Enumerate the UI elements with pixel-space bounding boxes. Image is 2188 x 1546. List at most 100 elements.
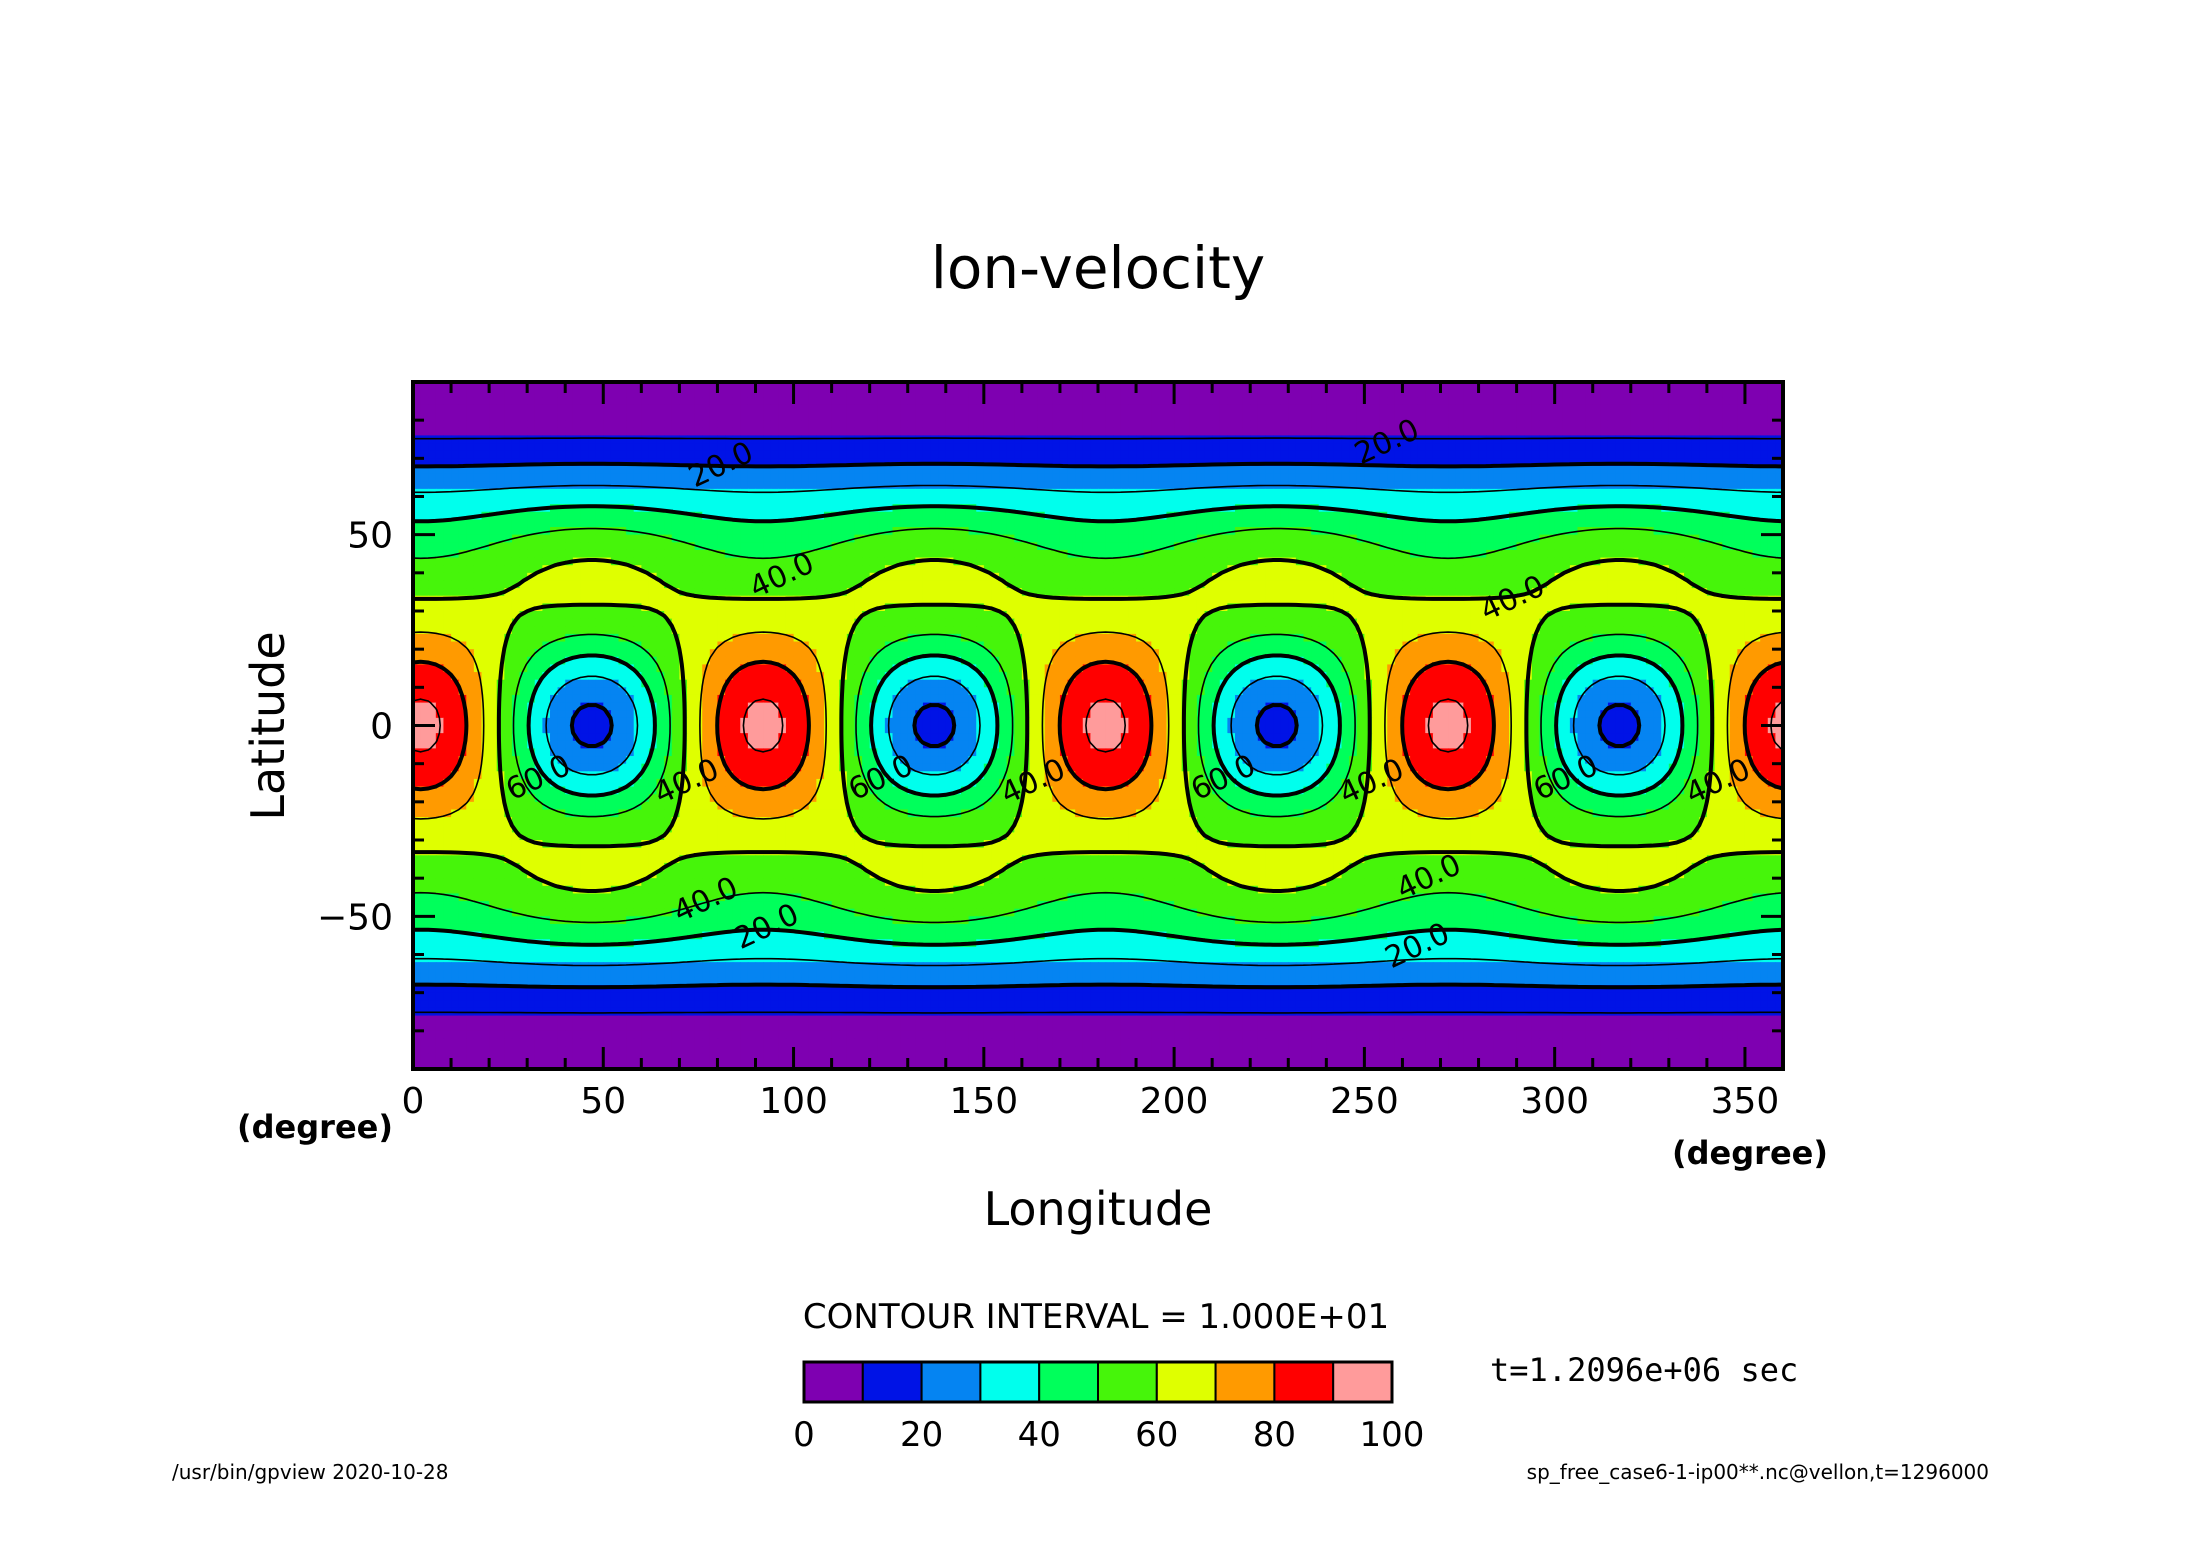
heatmap-cell bbox=[1372, 420, 1381, 429]
heatmap-cell bbox=[1295, 473, 1305, 482]
heatmap-cell bbox=[1615, 404, 1624, 414]
heatmap-cell bbox=[511, 473, 521, 482]
heatmap-cell bbox=[1067, 496, 1076, 505]
heatmap-cell bbox=[1455, 420, 1464, 429]
heatmap-cell bbox=[1037, 465, 1046, 475]
heatmap-cell bbox=[1174, 473, 1183, 482]
heatmap-cell bbox=[557, 404, 566, 414]
heatmap-cell bbox=[687, 465, 696, 475]
heatmap-cell bbox=[1242, 465, 1251, 475]
heatmap-cell bbox=[413, 420, 422, 429]
heatmap-cell bbox=[1067, 519, 1076, 528]
heatmap-cell bbox=[572, 527, 582, 536]
heatmap-cell bbox=[1364, 435, 1373, 444]
heatmap-cell bbox=[854, 511, 863, 520]
heatmap-cell bbox=[1501, 488, 1510, 498]
heatmap-cell bbox=[1425, 549, 1434, 559]
heatmap-cell bbox=[1280, 572, 1289, 582]
heatmap-cell bbox=[1706, 435, 1716, 444]
heatmap-cell bbox=[1722, 427, 1731, 437]
heatmap-cell bbox=[1189, 473, 1198, 482]
heatmap-cell bbox=[1394, 542, 1404, 551]
heatmap-cell bbox=[1607, 496, 1617, 505]
heatmap-cell bbox=[1151, 527, 1160, 536]
heatmap-cell bbox=[1311, 557, 1320, 566]
heatmap-cell bbox=[1082, 534, 1091, 543]
heatmap-cell bbox=[1615, 519, 1624, 528]
heatmap-cell bbox=[595, 404, 604, 414]
heatmap-cell bbox=[588, 397, 597, 406]
heatmap-cell bbox=[983, 549, 993, 559]
heatmap-cell bbox=[1448, 572, 1457, 582]
heatmap-cell bbox=[1105, 557, 1114, 566]
heatmap-cell bbox=[1448, 565, 1457, 574]
heatmap-cell bbox=[1288, 580, 1297, 589]
heatmap-cell bbox=[1242, 572, 1251, 582]
heatmap-cell bbox=[519, 580, 528, 589]
heatmap-cell bbox=[1760, 572, 1769, 582]
heatmap-cell bbox=[1402, 435, 1411, 444]
heatmap-cell bbox=[831, 534, 840, 543]
heatmap-cell bbox=[1364, 382, 1373, 391]
heatmap-cell bbox=[1676, 443, 1685, 452]
heatmap-cell bbox=[702, 389, 711, 398]
heatmap-cell bbox=[1250, 412, 1259, 421]
heatmap-cell bbox=[1295, 488, 1305, 498]
heatmap-cell bbox=[1394, 488, 1404, 498]
heatmap-cell bbox=[1044, 519, 1053, 528]
heatmap-cell bbox=[1303, 427, 1312, 437]
heatmap-cell bbox=[1630, 427, 1639, 437]
heatmap-cell bbox=[1547, 382, 1556, 391]
heatmap-cell bbox=[1737, 572, 1746, 582]
heatmap-cell bbox=[428, 404, 437, 414]
heatmap-cell bbox=[428, 542, 437, 551]
heatmap-cell bbox=[1212, 473, 1221, 482]
heatmap-cell bbox=[1638, 450, 1647, 459]
heatmap-cell bbox=[1501, 580, 1510, 589]
heatmap-cell bbox=[1128, 557, 1137, 566]
heatmap-cell bbox=[656, 572, 665, 582]
heatmap-cell bbox=[1372, 527, 1381, 536]
heatmap-cell bbox=[1037, 572, 1046, 582]
heatmap-cell bbox=[504, 488, 513, 498]
heatmap-cell bbox=[1470, 488, 1480, 498]
heatmap-cell bbox=[732, 488, 741, 498]
heatmap-cell bbox=[626, 519, 635, 528]
heatmap-cell bbox=[1425, 404, 1434, 414]
heatmap-cell bbox=[1455, 511, 1464, 520]
heatmap-cell bbox=[1295, 565, 1305, 574]
heatmap-cell bbox=[953, 572, 962, 582]
heatmap-cell bbox=[1120, 458, 1130, 467]
heatmap-cell bbox=[1524, 549, 1533, 559]
heatmap-cell bbox=[839, 458, 848, 467]
heatmap-cell bbox=[1600, 404, 1609, 414]
heatmap-cell bbox=[702, 481, 711, 490]
heatmap-cell bbox=[1493, 534, 1502, 543]
heatmap-cell bbox=[1082, 465, 1091, 475]
heatmap-cell bbox=[1166, 549, 1175, 559]
heatmap-cell bbox=[633, 549, 642, 559]
heatmap-cell bbox=[816, 473, 825, 482]
heatmap-cell bbox=[702, 420, 711, 429]
heatmap-cell bbox=[1364, 572, 1373, 582]
heatmap-cell bbox=[1646, 404, 1655, 414]
heatmap-cell bbox=[1531, 519, 1541, 528]
heatmap-cell bbox=[1699, 549, 1708, 559]
heatmap-cell bbox=[877, 572, 886, 582]
heatmap-cell bbox=[763, 572, 772, 582]
heatmap-cell bbox=[1280, 511, 1289, 520]
heatmap-cell bbox=[1387, 450, 1396, 459]
heatmap-cell bbox=[1448, 519, 1457, 528]
heatmap-cell bbox=[1014, 443, 1023, 452]
heatmap-cell bbox=[1486, 527, 1495, 536]
heatmap-cell bbox=[1737, 420, 1746, 429]
heatmap-cell bbox=[1744, 443, 1754, 452]
heatmap-cell bbox=[511, 382, 521, 391]
heatmap-cell bbox=[747, 389, 757, 398]
heatmap-cell bbox=[1059, 527, 1069, 536]
heatmap-cell bbox=[1059, 534, 1069, 543]
heatmap-cell bbox=[1044, 397, 1053, 406]
heatmap-cell bbox=[930, 435, 939, 444]
heatmap-cell bbox=[1699, 504, 1708, 513]
heatmap-cell bbox=[1067, 427, 1076, 437]
